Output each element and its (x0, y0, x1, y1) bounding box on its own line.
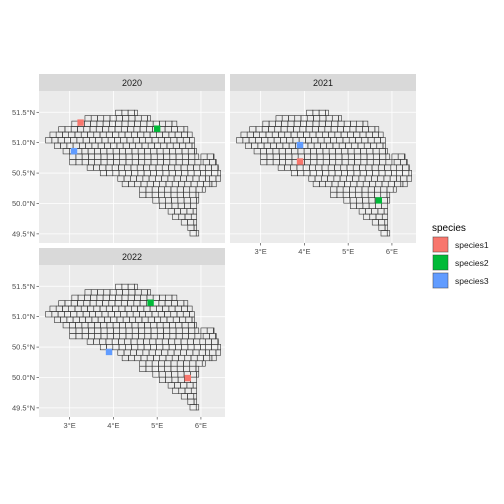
grid-cell (402, 180, 408, 188)
region-grid (45, 283, 221, 411)
y-tick-label: 49.5°N (12, 229, 35, 238)
facet-panel-2021: 2021 3°E 4°E 5°E 6°E (230, 74, 416, 256)
facet-strip (230, 74, 416, 91)
grid-cell (392, 186, 397, 193)
x-tick-label: 3°E (255, 247, 267, 256)
grid-cell (211, 354, 217, 362)
legend: species species1 species2 species3 (432, 223, 489, 289)
x-tick-label: 4°E (107, 421, 119, 430)
grid-cell (195, 404, 200, 411)
legend-label: species3 (455, 276, 489, 286)
grid-cell (386, 230, 391, 237)
x-tick-label: 5°E (151, 421, 163, 430)
legend-label: species2 (455, 258, 489, 268)
region-grid (236, 109, 412, 237)
y-tick-label: 51.5°N (12, 108, 35, 117)
legend-swatch-species2 (432, 254, 449, 271)
y-tick-label: 49.5°N (12, 403, 35, 412)
grid-cell (196, 371, 200, 378)
panel-background (39, 91, 225, 243)
facet-panel-2022: 2022 49.5°N 50.0°N 50.5°N 51.0°N 51.5°N 3°E 4°E… (12, 248, 225, 430)
grid-cell (387, 197, 391, 204)
grid-cell (201, 186, 206, 193)
x-tick-label: 6°E (386, 247, 398, 256)
legend-label: species1 (455, 240, 489, 250)
y-tick-label: 51.0°N (12, 138, 35, 147)
grid-cell (215, 175, 221, 182)
occurrence-species1 (296, 158, 304, 165)
legend-swatch-species3 (432, 272, 449, 289)
y-tick-label: 51.0°N (12, 312, 35, 321)
facet-title: 2020 (122, 78, 142, 88)
occurrence-species2 (153, 125, 161, 132)
grid-cell (215, 349, 221, 356)
facets: 2020 49.5°N 50.0°N 50.5°N 51.0°N 51.5°N 2021 3°… (12, 74, 416, 430)
y-tick-label: 50.0°N (12, 373, 35, 382)
facet-title: 2022 (122, 252, 142, 262)
occurrence-species2 (147, 299, 154, 306)
x-tick-label: 6°E (195, 421, 207, 430)
panel-background (230, 91, 416, 243)
y-tick-label: 50.0°N (12, 199, 35, 208)
facet-strip (39, 248, 225, 265)
occurrence-species2 (375, 197, 382, 204)
x-tick-label: 3°E (64, 421, 76, 430)
legend-swatch-species1 (432, 236, 449, 253)
facet-panel-2020: 2020 49.5°N 50.0°N 50.5°N 51.0°N 51.5°N (12, 74, 225, 243)
grid-cell (201, 360, 206, 367)
panel-background (39, 265, 225, 417)
occurrence-species1 (184, 374, 191, 382)
occurrence-species1 (77, 119, 84, 126)
y-tick-label: 50.5°N (12, 169, 35, 178)
facet-strip (39, 74, 225, 91)
grid-cell (196, 197, 200, 204)
legend-title: species (432, 223, 466, 234)
grid-cell (406, 175, 412, 182)
x-tick-label: 4°E (298, 247, 310, 256)
y-tick-label: 50.5°N (12, 343, 35, 352)
grid-cell (211, 180, 217, 188)
grid-cell (195, 230, 200, 237)
y-tick-label: 51.5°N (12, 282, 35, 291)
occurrence-species3 (70, 147, 78, 155)
x-tick-label: 5°E (342, 247, 354, 256)
occurrence-species3 (296, 141, 304, 149)
facet-title: 2021 (313, 78, 333, 88)
region-grid (45, 109, 221, 237)
occurrence-species3 (105, 348, 113, 356)
